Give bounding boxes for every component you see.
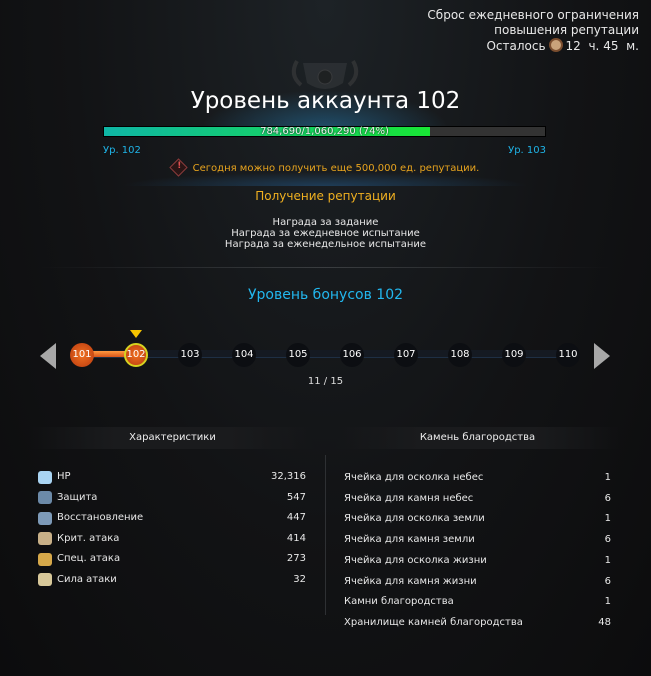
stat-label: Защита xyxy=(57,491,98,503)
gem-label: Камни благородства xyxy=(344,596,454,608)
hours-unit: ч. xyxy=(588,39,600,53)
stat-value: 273 xyxy=(286,553,306,564)
gem-value: 6 xyxy=(604,575,611,587)
reputation-source: Награда за задание xyxy=(272,217,379,228)
gem-row: Ячейка для камня жизни 6 xyxy=(344,575,611,589)
gem-label: Ячейка для осколка земли xyxy=(344,513,485,525)
stat-label: Восстановление xyxy=(57,512,144,523)
bonus-level-node[interactable]: 105 xyxy=(286,343,310,367)
bonus-level-node[interactable]: 103 xyxy=(178,343,202,367)
trophy-icon xyxy=(291,60,359,89)
minutes-unit: м. xyxy=(626,39,639,53)
gem-label: Хранилище камней благородства xyxy=(344,616,523,628)
gem-value: 48 xyxy=(598,616,611,628)
stat-label: Спец. атака xyxy=(57,553,121,564)
reputation-heading: Получение репутации xyxy=(255,189,396,203)
column-divider xyxy=(325,455,326,615)
gem-value: 6 xyxy=(604,492,611,504)
bonus-level-node[interactable]: 102 xyxy=(124,343,148,367)
gem-label: Ячейка для камня жизни xyxy=(344,575,477,587)
divider xyxy=(40,267,610,268)
stat-value: 447 xyxy=(286,512,306,523)
stat-row: Сила атаки 32 xyxy=(38,573,306,587)
title-glow xyxy=(200,90,450,130)
shield-icon xyxy=(38,491,52,504)
track-progress xyxy=(80,351,136,357)
stat-label: Крит. атака xyxy=(57,532,120,544)
gem-value: 6 xyxy=(604,534,611,546)
gem-value: 1 xyxy=(604,513,611,525)
heart-icon xyxy=(38,470,52,484)
stat-row: HP 32,316 xyxy=(38,470,306,484)
progress-text: 784,690/1,060,290 (74%) xyxy=(260,126,389,137)
gem-row: Ячейка для камня земли 6 xyxy=(344,533,611,547)
gems-heading: Камень благородства xyxy=(335,427,620,449)
current-level-label: Ур. 102 xyxy=(103,145,141,156)
crit-icon xyxy=(38,532,52,545)
notice-text: Сегодня можно получить еще 500,000 ед. р… xyxy=(192,163,480,174)
page-indicator: 11 / 15 xyxy=(307,376,344,387)
minutes: 45 xyxy=(603,39,619,53)
daily-limit-notice: ! Сегодня можно получить еще 500,000 ед. … xyxy=(0,158,651,177)
stats-heading: Характеристики xyxy=(30,427,315,449)
bonus-level-node[interactable]: 104 xyxy=(232,343,256,367)
gem-label: Ячейка для осколка жизни xyxy=(344,554,487,566)
notice-glow xyxy=(120,172,530,186)
gem-value: 1 xyxy=(604,596,611,608)
gem-value: 1 xyxy=(604,554,611,566)
gem-label: Ячейка для камня небес xyxy=(344,492,474,504)
level-track xyxy=(80,350,570,358)
next-level-label: Ур. 103 xyxy=(508,145,546,156)
page-title: Уровень аккаунта 102 xyxy=(190,88,461,114)
stat-value: 547 xyxy=(286,491,306,503)
gem-value: 1 xyxy=(604,472,611,483)
stat-row: Спец. атака 273 xyxy=(38,552,306,566)
reset-line2: повышения репутации xyxy=(494,23,639,37)
reset-line1: Сброс ежедневного ограничения xyxy=(427,8,639,22)
clock-icon xyxy=(548,38,563,52)
reputation-source: Награда за еженедельное испытание xyxy=(224,239,427,250)
progress-fill xyxy=(104,127,431,136)
bonus-level-node[interactable]: 107 xyxy=(394,343,418,367)
reputation-sources: Награда за задание Награда за ежедневное… xyxy=(0,217,651,250)
gem-label: Ячейка для осколка небес xyxy=(344,472,484,483)
stat-row: Восстановление 447 xyxy=(38,511,306,525)
bonus-level-heading: Уровень бонусов 102 xyxy=(247,287,404,303)
hours: 12 xyxy=(565,39,581,53)
gem-row: Камни благородства 1 xyxy=(344,595,611,609)
bonus-level-node[interactable]: 110 xyxy=(556,343,580,367)
warning-icon: ! xyxy=(168,158,188,177)
stat-row: Крит. атака 414 xyxy=(38,532,306,546)
special-icon xyxy=(38,552,52,566)
current-level-marker-icon xyxy=(130,330,142,338)
bonus-level-node[interactable]: 106 xyxy=(340,343,364,367)
remaining-label: Осталось xyxy=(486,39,546,53)
gem-row: Ячейка для камня небес 6 xyxy=(344,492,611,506)
gem-label: Ячейка для камня земли xyxy=(344,534,475,546)
reputation-progress-bar: 784,690/1,060,290 (74%) xyxy=(103,126,546,137)
reputation-source: Награда за ежедневное испытание xyxy=(231,228,420,239)
bonus-level-node[interactable]: 101 xyxy=(70,343,94,367)
stat-value: 32 xyxy=(293,573,306,585)
stat-value: 414 xyxy=(286,532,306,544)
bonus-level-node[interactable]: 108 xyxy=(448,343,472,367)
stat-label: HP xyxy=(57,471,71,482)
stat-label: Сила атаки xyxy=(57,573,117,585)
gem-row: Ячейка для осколка небес 1 xyxy=(344,471,611,485)
swords-icon xyxy=(38,573,52,586)
daily-reset-info: Сброс ежедневного ограничения повышения … xyxy=(427,8,639,54)
stat-row: Защита 547 xyxy=(38,491,306,505)
bonus-level-node[interactable]: 109 xyxy=(502,343,526,367)
gem-row: Ячейка для осколка земли 1 xyxy=(344,512,611,526)
next-page-arrow[interactable] xyxy=(594,343,610,369)
gem-row: Хранилище камней благородства 48 xyxy=(344,616,611,630)
gem-row: Ячейка для осколка жизни 1 xyxy=(344,554,611,568)
prev-page-arrow[interactable] xyxy=(40,343,56,369)
stat-value: 32,316 xyxy=(271,471,306,482)
heal-icon xyxy=(38,511,52,525)
